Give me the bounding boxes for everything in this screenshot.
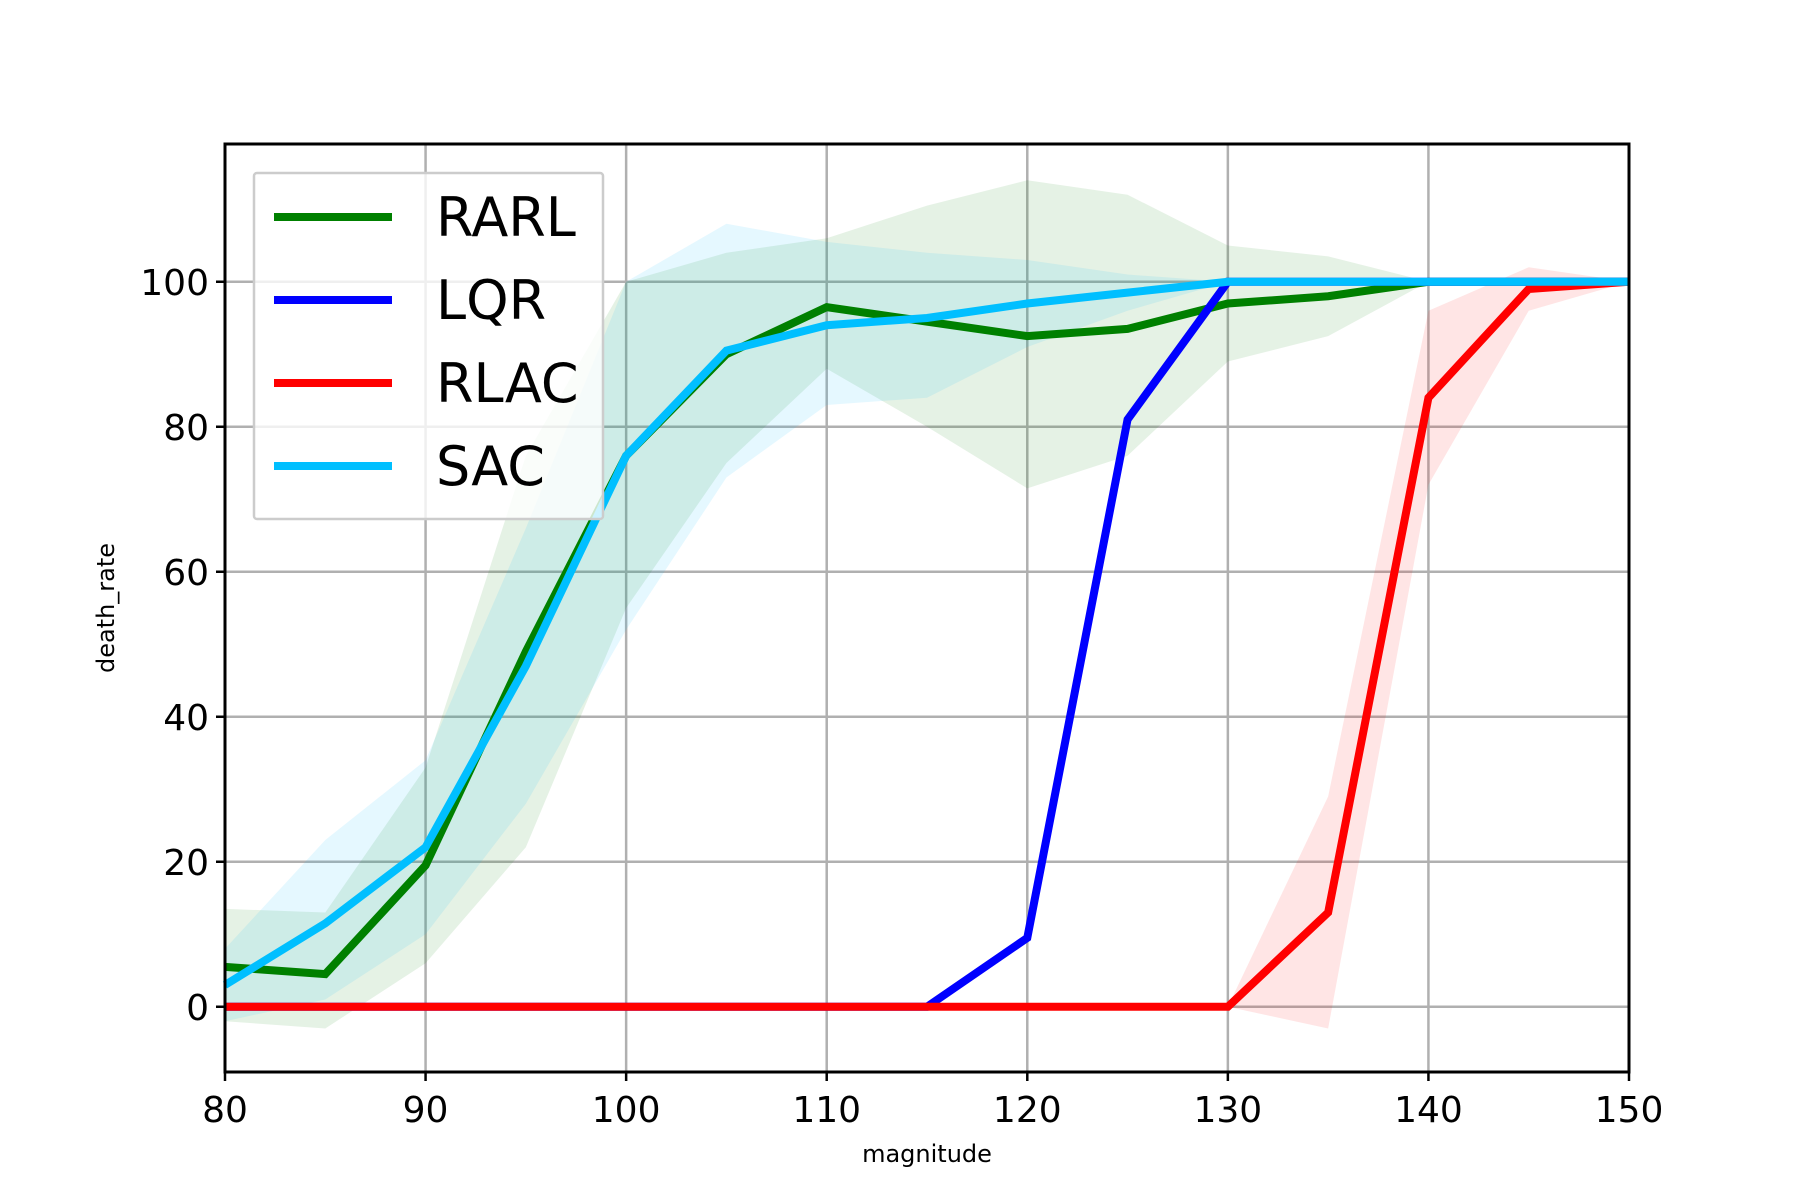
- y-tick-label-0: 0: [186, 988, 209, 1029]
- y-tick-label-80: 80: [163, 408, 209, 449]
- plot-frame: [223, 142, 1631, 1074]
- x-tick-label-90: 90: [403, 1090, 449, 1131]
- band-rlac: [225, 267, 1629, 1029]
- y-tick-label-100: 100: [140, 263, 209, 304]
- y-tick-label-20: 20: [163, 843, 209, 884]
- x-tick-label-120: 120: [993, 1090, 1062, 1131]
- series-line-sac: [222, 277, 1629, 989]
- series-lines: [222, 277, 1630, 1011]
- x-tick-label-140: 140: [1394, 1090, 1463, 1131]
- legend-label-sac: SAC: [436, 435, 545, 498]
- legend: RARL LQR RLAC SAC: [252, 171, 605, 521]
- x-axis-label: magnitude: [862, 1140, 992, 1168]
- legend-label-lqr: LQR: [436, 269, 546, 332]
- legend-label-rlac: RLAC: [436, 352, 579, 415]
- x-tick-label-130: 130: [1193, 1090, 1262, 1131]
- x-tick-label-80: 80: [202, 1090, 248, 1131]
- legend-label-rarl: RARL: [436, 186, 576, 249]
- x-tick-label-110: 110: [792, 1090, 861, 1131]
- axis-ticks: 80 90 100 110 120 130 140 150 0 20 40 60 80 100: [140, 263, 1663, 1131]
- series-line-rlac: [225, 277, 1630, 1011]
- y-tick-label-40: 40: [163, 698, 209, 739]
- y-tick-label-60: 60: [163, 553, 209, 594]
- x-tick-label-150: 150: [1595, 1090, 1664, 1131]
- legend-box: [252, 171, 605, 521]
- y-axis-label: death_rate: [92, 543, 120, 673]
- x-tick-label-100: 100: [592, 1090, 661, 1131]
